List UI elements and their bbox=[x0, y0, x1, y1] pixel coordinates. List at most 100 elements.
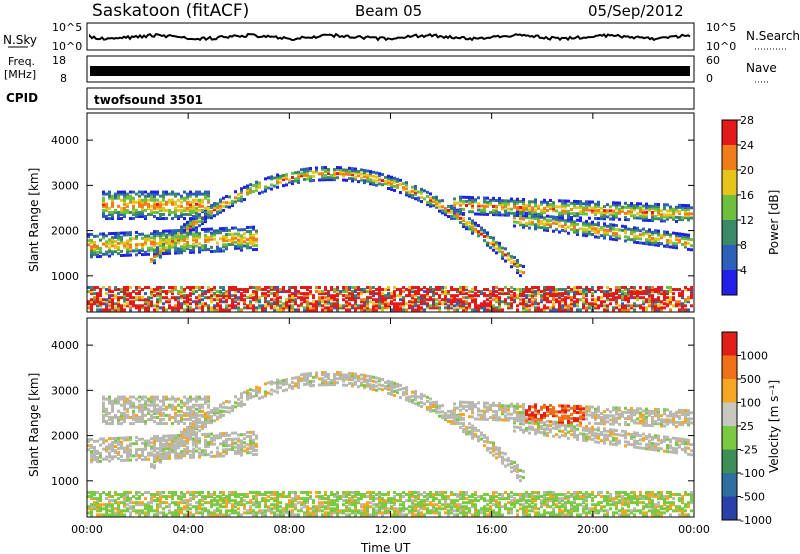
velocity-cell bbox=[195, 490, 198, 494]
velocity-cell bbox=[195, 395, 198, 399]
velocity-cell bbox=[156, 411, 159, 415]
power-cell bbox=[168, 210, 171, 214]
velocity-cell bbox=[255, 501, 258, 505]
colorbar-tick-label: 16 bbox=[740, 189, 754, 202]
velocity-cell bbox=[183, 443, 186, 447]
power-cell bbox=[516, 220, 519, 224]
power-cell bbox=[504, 292, 507, 296]
power-cell bbox=[291, 182, 294, 186]
power-cell bbox=[162, 239, 165, 243]
power-cell bbox=[516, 271, 519, 275]
power-cell bbox=[648, 236, 651, 240]
power-cell bbox=[531, 206, 534, 210]
velocity-cell bbox=[141, 407, 144, 411]
power-cell bbox=[159, 251, 162, 255]
velocity-cell bbox=[93, 505, 96, 509]
velocity-cell bbox=[111, 457, 114, 461]
power-cell bbox=[105, 306, 108, 310]
power-cell bbox=[345, 172, 348, 176]
power-cell bbox=[585, 234, 588, 238]
power-cell bbox=[294, 288, 297, 292]
power-cell bbox=[537, 225, 540, 229]
power-cell bbox=[639, 290, 642, 294]
power-cell bbox=[153, 304, 156, 308]
velocity-cell bbox=[252, 438, 255, 442]
power-cell bbox=[345, 168, 348, 172]
power-cell bbox=[180, 304, 183, 308]
power-cell bbox=[684, 216, 687, 220]
power-cell bbox=[255, 306, 258, 310]
velocity-cell bbox=[198, 451, 201, 455]
velocity-cell bbox=[141, 493, 144, 497]
velocity-cell bbox=[99, 509, 102, 513]
velocity-cell bbox=[96, 455, 99, 459]
power-cell bbox=[387, 174, 390, 178]
velocity-cell bbox=[129, 442, 132, 446]
power-cell bbox=[252, 241, 255, 245]
power-cell bbox=[201, 192, 204, 196]
power-cell bbox=[246, 192, 249, 196]
power-cell bbox=[228, 238, 231, 242]
power-cell bbox=[414, 302, 417, 306]
power-cell bbox=[519, 274, 522, 278]
power-cell bbox=[222, 308, 225, 312]
power-cell bbox=[654, 239, 657, 243]
velocity-cell bbox=[279, 493, 282, 497]
power-cell bbox=[579, 204, 582, 208]
power-cell bbox=[141, 304, 144, 308]
power-cell bbox=[522, 204, 525, 208]
power-cell bbox=[114, 233, 117, 237]
power-cell bbox=[306, 171, 309, 175]
power-cell bbox=[330, 294, 333, 298]
power-cell bbox=[135, 208, 138, 212]
power-cell bbox=[606, 308, 609, 312]
power-cell bbox=[378, 172, 381, 176]
power-cell bbox=[321, 172, 324, 176]
power-cell bbox=[432, 198, 435, 202]
power-cell bbox=[192, 248, 195, 252]
power-cell bbox=[453, 209, 456, 213]
power-cell bbox=[492, 242, 495, 246]
velocity-cell bbox=[192, 513, 195, 517]
power-cell bbox=[153, 214, 156, 218]
power-cell bbox=[687, 212, 690, 216]
power-cell bbox=[615, 306, 618, 310]
power-cell bbox=[243, 232, 246, 236]
power-cell bbox=[294, 294, 297, 298]
power-cell bbox=[504, 213, 507, 217]
power-cell bbox=[279, 288, 282, 292]
power-cell bbox=[159, 253, 162, 257]
power-cell bbox=[213, 202, 216, 206]
power-cell bbox=[150, 296, 153, 300]
power-cell bbox=[495, 300, 498, 304]
power-cell bbox=[549, 292, 552, 296]
velocity-cell bbox=[183, 428, 186, 432]
velocity-cell bbox=[144, 399, 147, 403]
power-cell bbox=[174, 194, 177, 198]
power-cell bbox=[234, 196, 237, 200]
power-cell bbox=[393, 180, 396, 184]
power-cell bbox=[267, 294, 270, 298]
power-cell bbox=[429, 198, 432, 202]
power-cell bbox=[510, 304, 513, 308]
velocity-cell bbox=[117, 409, 120, 413]
velocity-cell bbox=[117, 415, 120, 419]
power-cell bbox=[537, 204, 540, 208]
velocity-cell bbox=[255, 505, 258, 509]
power-cell bbox=[123, 208, 126, 212]
velocity-cell bbox=[225, 513, 228, 517]
power-cell bbox=[468, 304, 471, 308]
power-cell bbox=[528, 226, 531, 230]
velocity-cell bbox=[87, 505, 90, 509]
power-cell bbox=[669, 213, 672, 217]
velocity-cell bbox=[135, 490, 138, 494]
velocity-cell bbox=[231, 406, 234, 410]
velocity-cell bbox=[171, 437, 174, 441]
power-cell bbox=[402, 182, 405, 186]
power-cell bbox=[399, 178, 402, 182]
power-cell bbox=[99, 288, 102, 292]
power-cell bbox=[150, 304, 153, 308]
power-cell bbox=[108, 210, 111, 214]
power-cell bbox=[342, 290, 345, 294]
velocity-cell bbox=[147, 511, 150, 515]
